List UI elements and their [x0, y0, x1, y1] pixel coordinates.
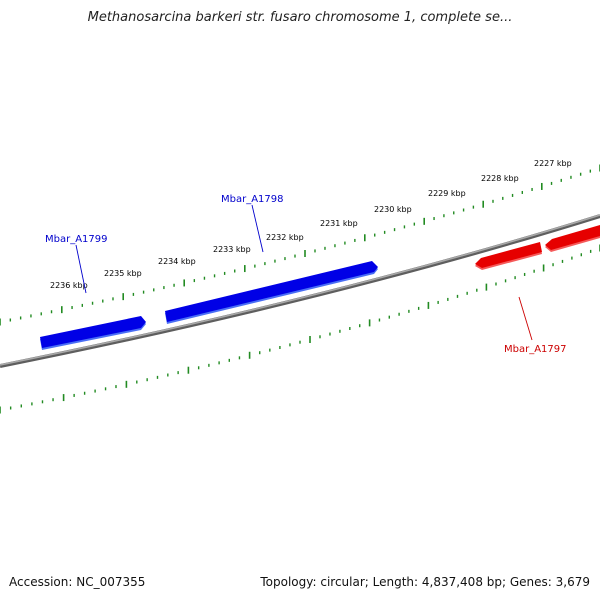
backbone-line [0, 214, 600, 366]
inner-ruler-ticks [0, 244, 600, 414]
ruler-labels-layer: 2236 kbp 2235 kbp 2234 kbp 2233 kbp 2232 kbp… [50, 159, 572, 290]
backbone-layer [0, 214, 600, 368]
backbone-shadow [0, 214, 600, 368]
ruler-label: 2235 kbp [104, 269, 142, 278]
gene-unnamed-body [545, 225, 600, 250]
ruler-label: 2227 kbp [534, 159, 572, 168]
gene-mbar-a1797-leader [518, 296, 533, 341]
map-title: Methanosarcina barkeri str. fusaro chrom… [87, 10, 513, 25]
gene-mbar-a1798-leader [251, 204, 264, 253]
gene-mbar-a1797-label: Mbar_A1797 [504, 344, 567, 355]
ruler-label: 2229 kbp [428, 189, 466, 198]
ruler-label: 2231 kbp [320, 219, 358, 228]
ruler-label: 2233 kbp [213, 245, 251, 254]
gene-mbar-a1799-label: Mbar_A1799 [45, 234, 108, 245]
ruler-label: 2232 kbp [266, 233, 304, 242]
gene-mbar-a1797 [475, 242, 542, 270]
gene-mbar-a1799-body [40, 316, 146, 348]
ruler-label: 2236 kbp [50, 281, 88, 290]
gene-mbar-a1797-body [475, 242, 542, 268]
accession-text: Accession: NC_007355 [9, 575, 146, 589]
gene-mbar-a1798-body [165, 261, 378, 322]
outer-ruler-ticks [0, 164, 600, 326]
ruler-label: 2230 kbp [374, 205, 412, 214]
gene-mbar-a1798-label: Mbar_A1798 [221, 194, 284, 205]
ruler-label: 2234 kbp [158, 257, 196, 266]
ruler-label: 2228 kbp [481, 174, 519, 183]
gene-mbar-a1799-leader [75, 244, 87, 294]
genes-layer [40, 225, 600, 350]
gene-labels-layer: Mbar_A1799 Mbar_A1798 Mbar_A1797 [45, 194, 567, 355]
topology-text: Topology: circular; Length: 4,837,408 bp… [260, 575, 590, 589]
gene-mbar-a1798 [165, 261, 378, 324]
gene-unnamed [545, 225, 600, 252]
gene-mbar-a1799 [40, 316, 146, 350]
